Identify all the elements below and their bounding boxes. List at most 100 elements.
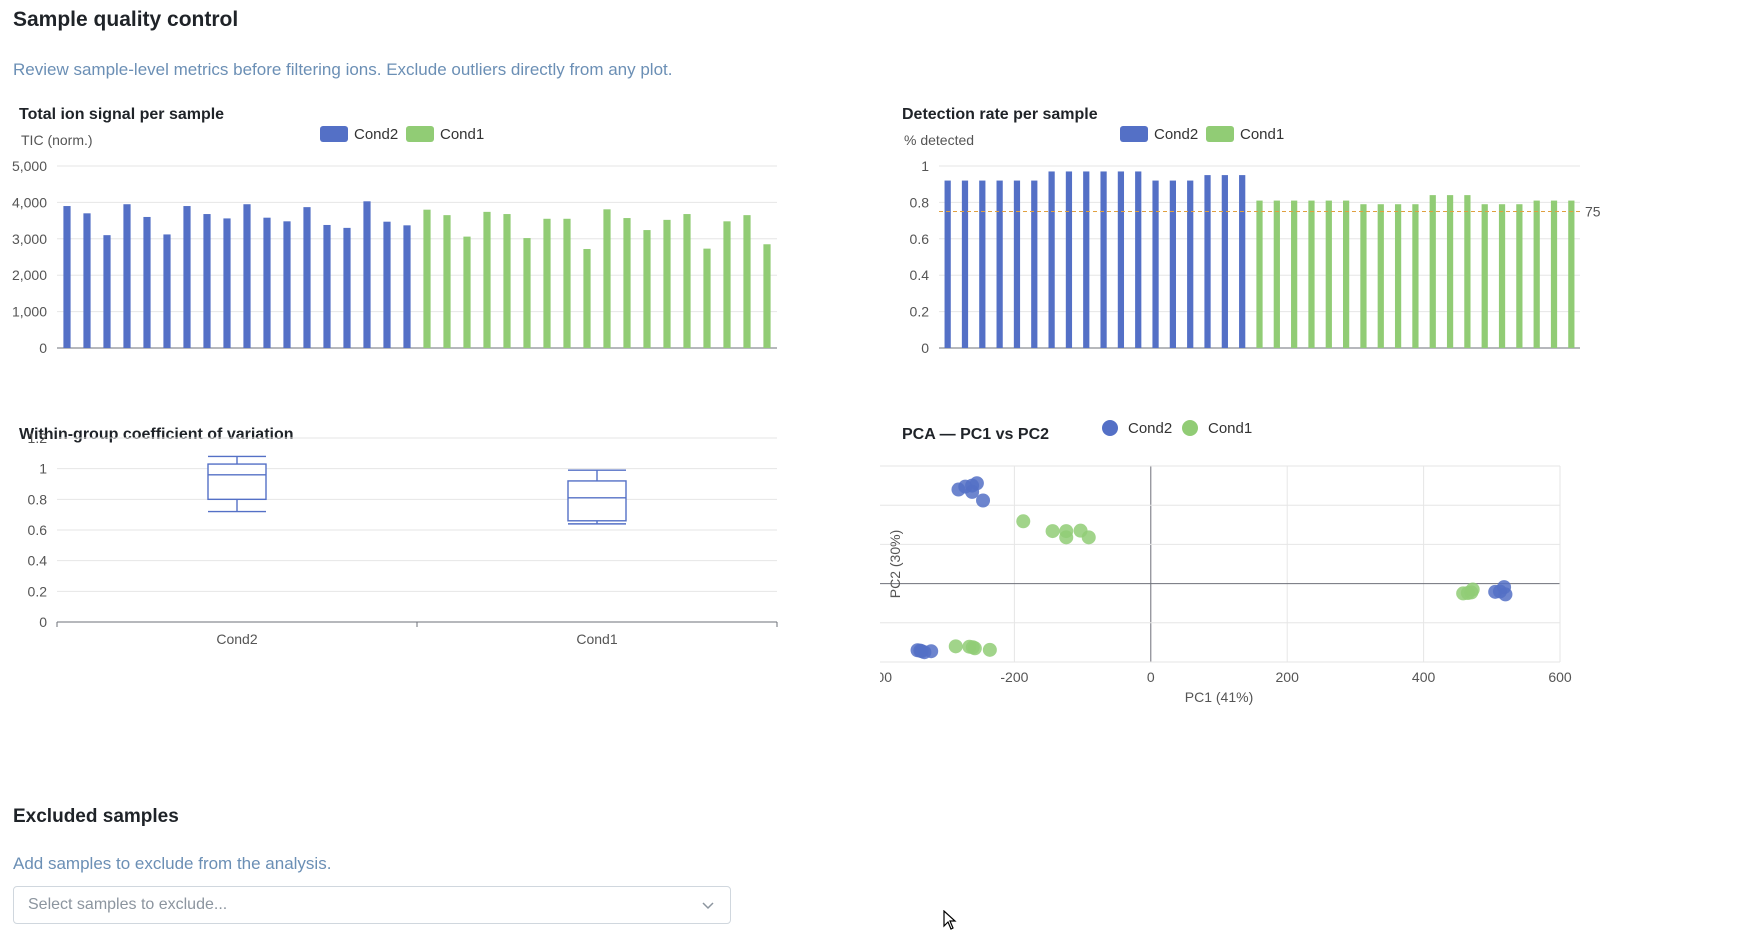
bar-cond1 <box>1446 195 1454 348</box>
point-cond1 <box>1059 530 1074 545</box>
bar-cond2 <box>1083 171 1090 348</box>
exclude-samples-placeholder: Select samples to exclude... <box>28 896 228 913</box>
bar-cond2 <box>183 206 191 348</box>
exclude-samples-select[interactable]: Select samples to exclude... <box>13 886 731 924</box>
point-cond1 <box>982 642 997 657</box>
bar-cond1 <box>563 218 571 348</box>
bar-cond2 <box>944 180 951 348</box>
bar-cond2 <box>996 180 1003 348</box>
point-cond2 <box>965 484 980 499</box>
bar-cond1 <box>1256 200 1263 348</box>
detection-chart[interactable]: % detected Cond2 Cond1 0 0.2 0.4 0.6 0.8 1 75 <box>880 0 1764 420</box>
bar-cond2 <box>1135 171 1142 348</box>
y-tick-label: 0.6 <box>910 231 930 247</box>
bar-cond2 <box>363 201 371 348</box>
bar-cond2 <box>163 234 171 348</box>
bar-cond2 <box>283 221 291 348</box>
point-cond1 <box>1081 530 1096 545</box>
x-axis-label: PC1 (41%) <box>1185 689 1253 705</box>
bar-cond2 <box>1013 180 1021 348</box>
point-cond2 <box>976 493 991 508</box>
bar-cond1 <box>683 214 691 348</box>
bar-cond1 <box>423 209 431 348</box>
point-cond1 <box>965 640 980 655</box>
bar-cond2 <box>143 216 151 348</box>
tic-chart[interactable]: TIC (norm.) Cond2 Cond1 0 1,000 2,000 3,000 4,0… <box>0 0 880 420</box>
legend-label-cond2: Cond2 <box>1154 126 1198 143</box>
pca-chart[interactable]: Cond2Cond1-400-2000200400600-400-2000200… <box>880 420 1764 780</box>
cv-chart-title: Within-group coefficient of variation <box>19 426 294 443</box>
bar-cond2 <box>123 204 131 348</box>
x-tick-label: Cond2 <box>216 631 257 647</box>
bar-cond1 <box>1308 200 1315 348</box>
bar-cond2 <box>1100 171 1107 348</box>
bar-cond1 <box>1291 200 1298 348</box>
bar-cond2 <box>1031 180 1038 348</box>
y-axis-label: CV <box>48 420 68 421</box>
y-axis-label: TIC (norm.) <box>21 132 93 148</box>
bar-cond2 <box>223 218 231 348</box>
y-tick-label: 0.4 <box>28 553 48 569</box>
y-tick-label: 4,000 <box>12 194 47 210</box>
bar-cond1 <box>1325 200 1332 348</box>
bar-cond1 <box>1394 204 1402 348</box>
x-tick-label: 0 <box>1147 669 1155 685</box>
point-cond2 <box>1498 587 1513 602</box>
bar-cond1 <box>1412 204 1419 348</box>
pca-chart-title: PCA — PC1 vs PC2 <box>902 426 1050 443</box>
legend-label-cond1: Cond1 <box>1208 420 1252 437</box>
bar-cond1 <box>623 218 631 348</box>
legend-marker-cond1 <box>1206 126 1234 142</box>
bar-cond2 <box>243 204 251 348</box>
bar-cond2 <box>303 207 311 348</box>
legend-label-cond1: Cond1 <box>1240 126 1284 143</box>
chevron-down-icon <box>702 902 714 910</box>
bar-cond2 <box>203 214 211 348</box>
bar-cond1 <box>703 248 711 348</box>
bar-cond2 <box>83 213 91 348</box>
x-tick-label: 600 <box>1548 669 1572 685</box>
y-axis-label: PC2 (30%) <box>887 530 903 598</box>
bar-cond1 <box>583 248 591 348</box>
point-cond1 <box>1465 582 1480 597</box>
excluded-samples-heading: Excluded samples <box>13 806 179 827</box>
cv-chart[interactable]: CV 0 0.2 0.4 0.6 0.8 1 1.2 Cond2 Cond1 <box>0 420 880 720</box>
bar-cond2 <box>403 225 411 348</box>
x-tick-label: -400 <box>880 669 892 685</box>
y-tick-label: 3,000 <box>12 231 47 247</box>
y-tick-label: 0.8 <box>910 194 930 210</box>
bar-cond1 <box>1429 195 1436 348</box>
excluded-samples-description: Add samples to exclude from the analysis… <box>13 854 332 873</box>
bar-cond2 <box>1048 171 1055 348</box>
mouse-cursor-icon <box>943 910 957 930</box>
bar-cond1 <box>723 221 731 348</box>
bar-cond1 <box>483 211 491 348</box>
bar-cond2 <box>383 221 391 348</box>
y-tick-label: 0.8 <box>28 491 48 507</box>
detection-chart-title: Detection rate per sample <box>902 106 1098 123</box>
bar-cond2 <box>103 235 111 348</box>
legend-marker-cond2 <box>320 126 348 142</box>
page-subtitle: Review sample-level metrics before filte… <box>13 60 673 79</box>
bar-cond1 <box>1516 204 1523 348</box>
bar-cond2 <box>1187 180 1194 348</box>
x-tick-label: 400 <box>1412 669 1436 685</box>
y-axis-label: % detected <box>904 132 974 148</box>
point-cond2 <box>913 643 928 658</box>
bar-cond1 <box>1498 204 1506 348</box>
bar-cond1 <box>1377 204 1384 348</box>
bar-cond2 <box>979 180 986 348</box>
bar-cond2 <box>1152 180 1159 348</box>
bar-cond1 <box>1343 200 1350 348</box>
x-tick-label: 200 <box>1276 669 1300 685</box>
bar-cond2 <box>1204 175 1211 348</box>
y-tick-label: 1 <box>921 158 929 174</box>
page-title: Sample quality control <box>13 8 239 31</box>
legend-label-cond2: Cond2 <box>1128 420 1172 437</box>
box-cond1 <box>567 480 627 522</box>
cv-panel: Within-group coefficient of variation CV… <box>0 420 880 720</box>
y-tick-label: 1,000 <box>12 304 47 320</box>
y-tick-label: 0.2 <box>28 583 48 599</box>
box-cond2 <box>207 463 267 501</box>
bar-cond1 <box>743 215 751 348</box>
